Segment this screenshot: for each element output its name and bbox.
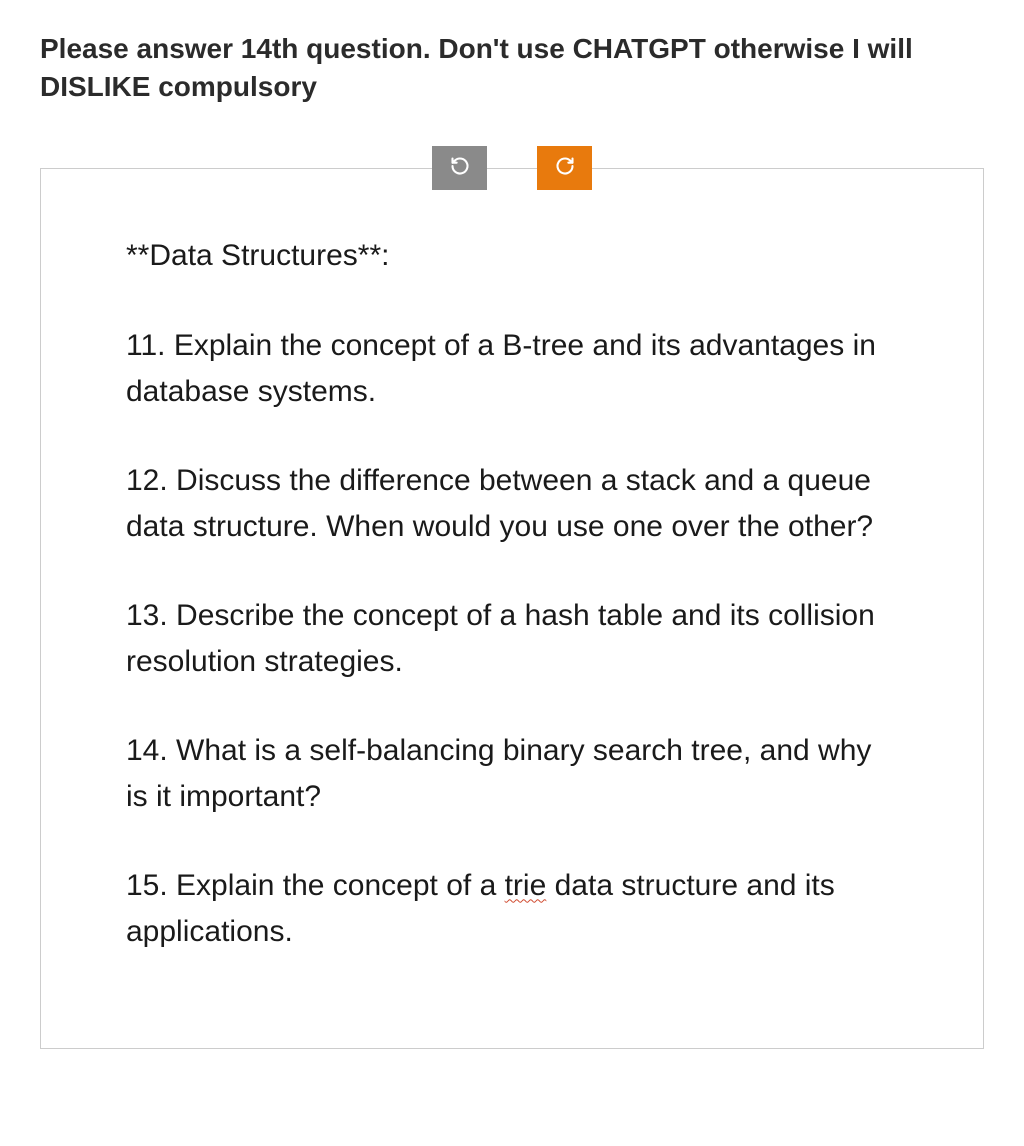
section-title: **Data Structures**: bbox=[126, 239, 898, 273]
button-row bbox=[40, 146, 984, 190]
question-11: 11. Explain the concept of a B-tree and … bbox=[126, 323, 898, 416]
question-12: 12. Discuss the difference between a sta… bbox=[126, 458, 898, 551]
question-15: 15. Explain the concept of a trie data s… bbox=[126, 863, 898, 956]
undo-icon bbox=[450, 156, 470, 179]
question-13: 13. Describe the concept of a hash table… bbox=[126, 593, 898, 686]
redo-icon bbox=[555, 156, 575, 179]
q15-underlined-word: trie bbox=[505, 869, 547, 902]
instruction-header: Please answer 14th question. Don't use C… bbox=[40, 30, 984, 106]
q15-prefix: 15. Explain the concept of a bbox=[126, 869, 505, 902]
redo-button[interactable] bbox=[537, 146, 592, 190]
content-box: **Data Structures**: 11. Explain the con… bbox=[40, 168, 984, 1049]
question-14: 14. What is a self-balancing binary sear… bbox=[126, 728, 898, 821]
undo-button[interactable] bbox=[432, 146, 487, 190]
